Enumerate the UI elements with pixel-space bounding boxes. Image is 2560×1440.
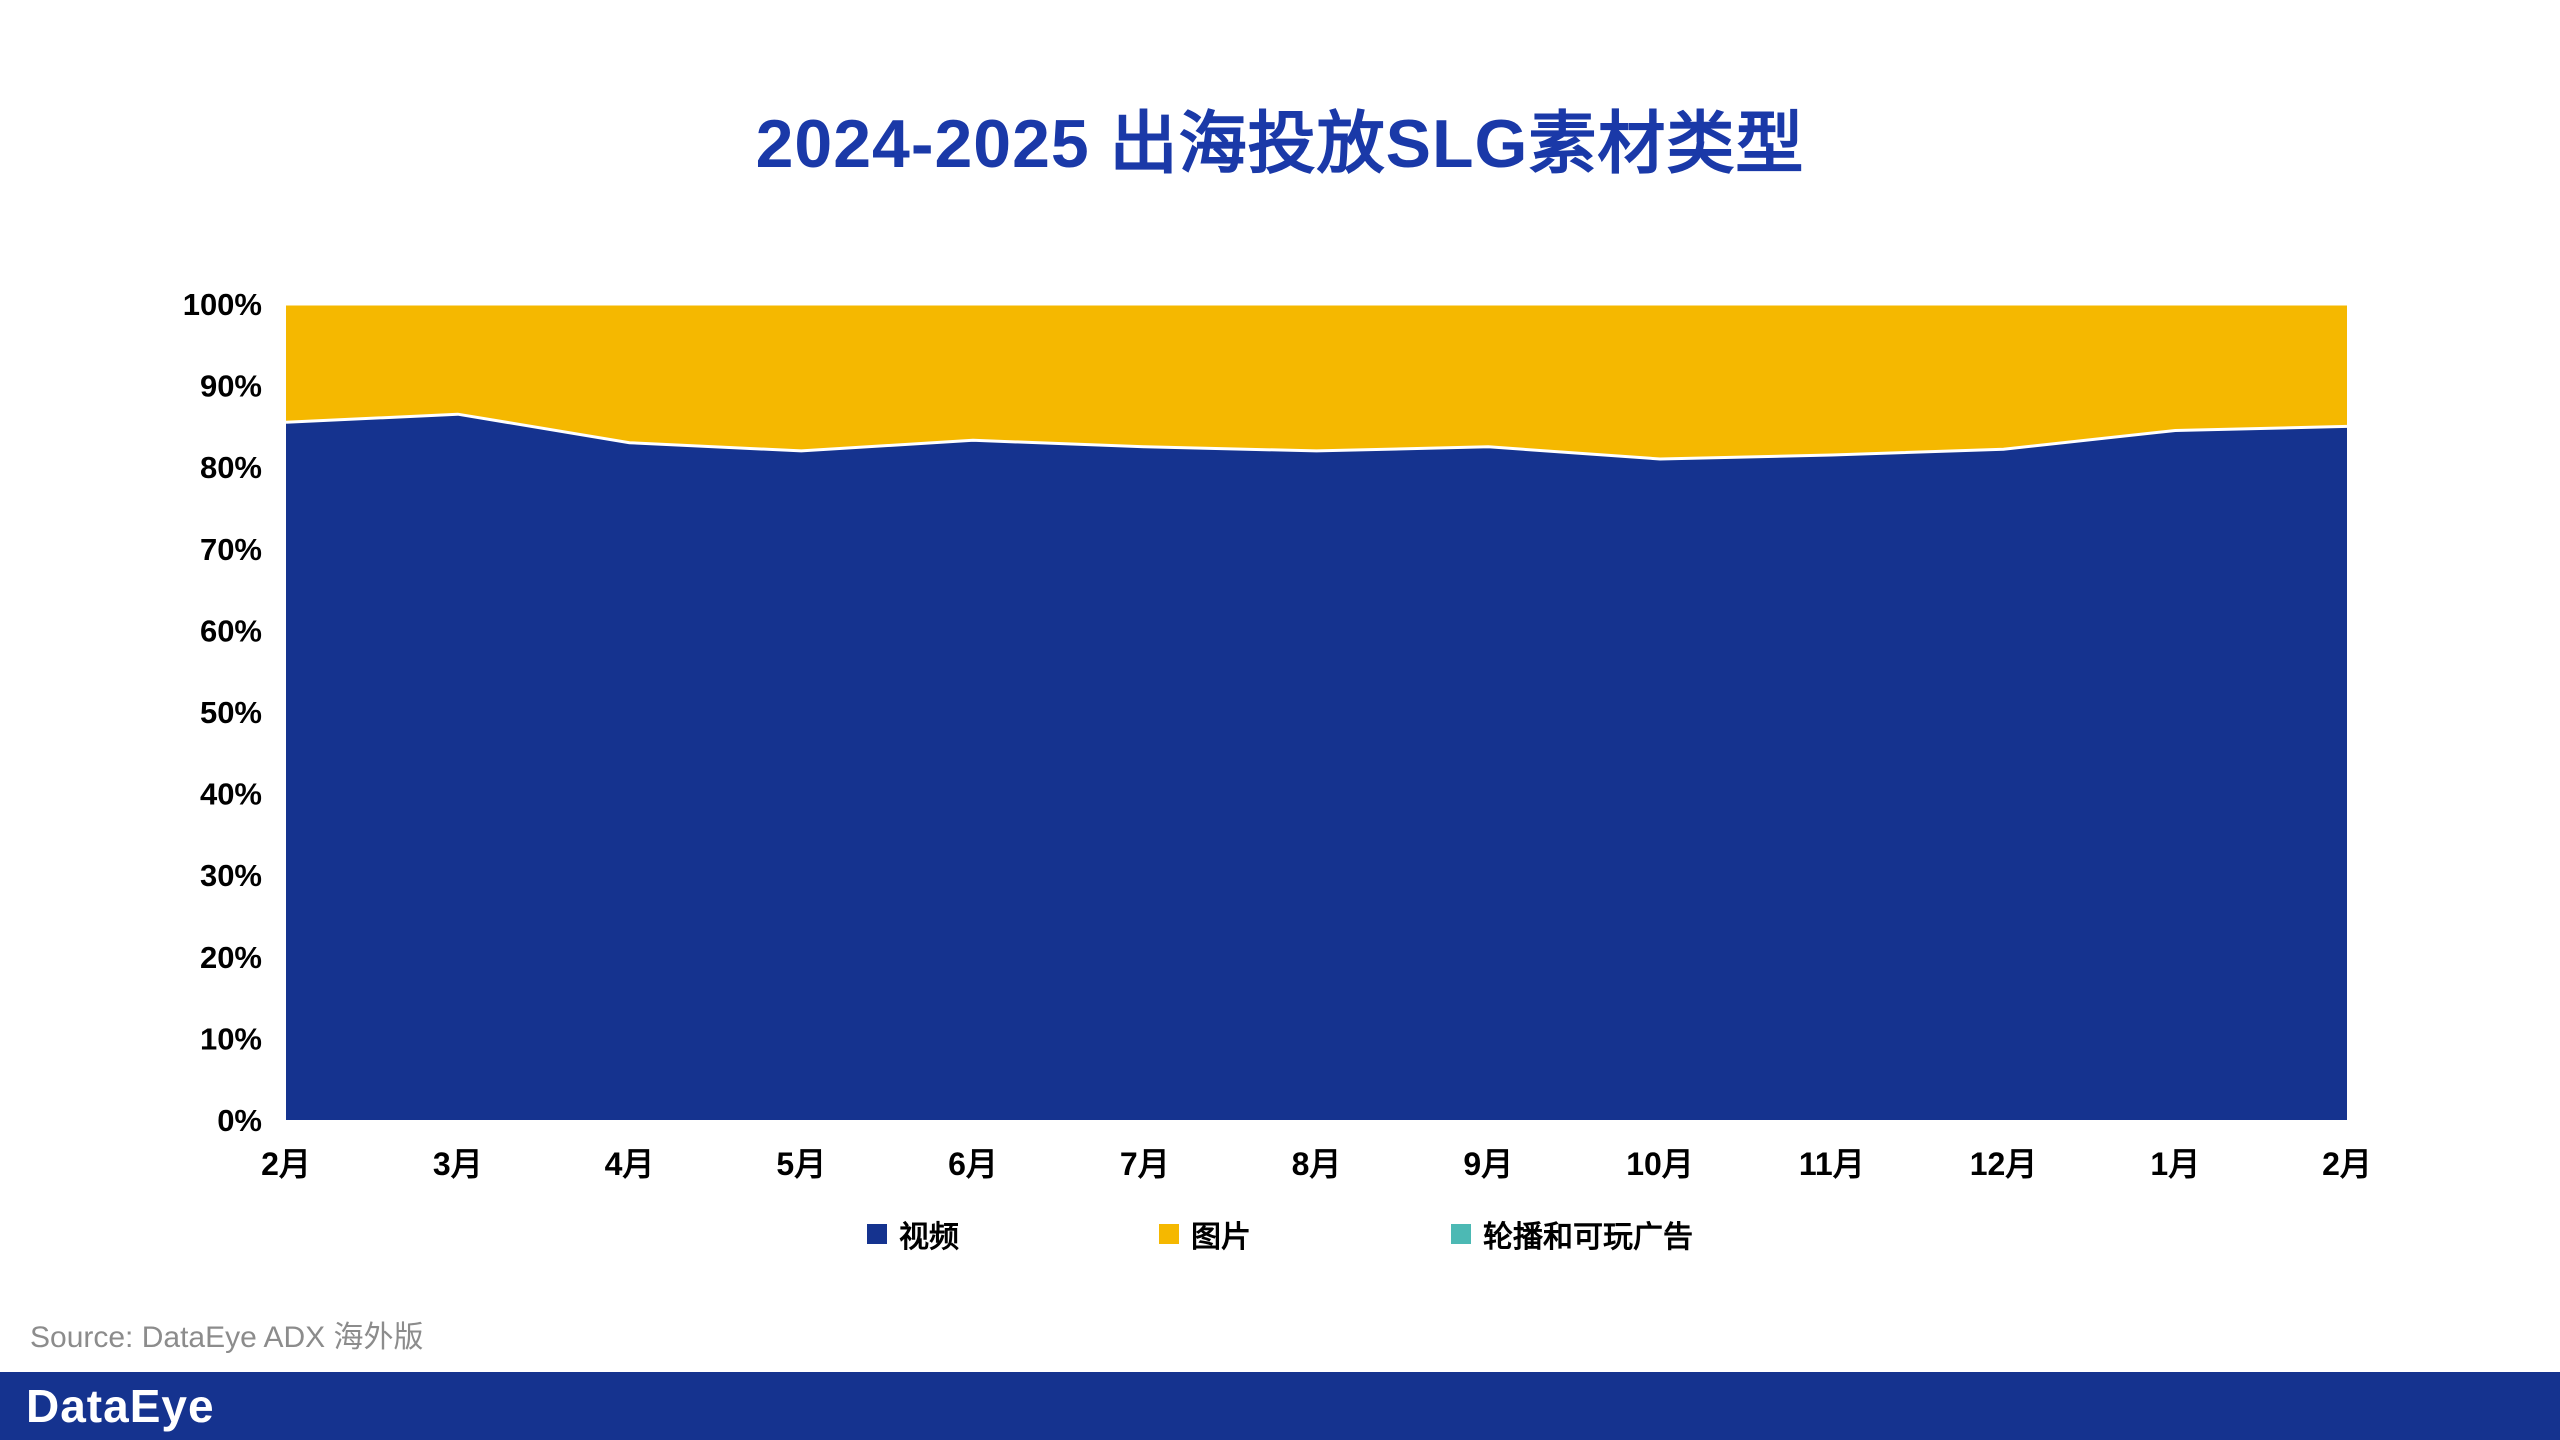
y-tick-label: 40% [200, 777, 262, 812]
x-tick-label: 5月 [776, 1146, 826, 1182]
legend-item-0: 视频 [867, 1212, 959, 1256]
legend-label: 图片 [1191, 1221, 1251, 1254]
x-tick-label: 12月 [1970, 1146, 2038, 1182]
x-tick-label: 11月 [1799, 1146, 1865, 1182]
y-tick-label: 90% [200, 369, 262, 404]
legend-swatch-icon [1159, 1224, 1179, 1244]
area-series-0 [286, 414, 2347, 1120]
legend-swatch-icon [867, 1224, 887, 1244]
y-tick-label: 10% [200, 1021, 262, 1056]
legend: 视频 图片 轮播和可玩广告 [0, 1212, 2560, 1256]
x-tick-label: 2月 [2322, 1146, 2372, 1182]
y-tick-label: 70% [200, 532, 262, 567]
series-boundary-line-0 [285, 412, 2348, 461]
legend-swatch-icon [1451, 1224, 1471, 1244]
x-tick-label: 1月 [2150, 1146, 2200, 1182]
x-tick-label: 3月 [433, 1146, 483, 1182]
y-tick-label: 80% [200, 450, 262, 485]
legend-item-2: 轮播和可玩广告 [1451, 1212, 1693, 1256]
legend-item-1: 图片 [1159, 1212, 1251, 1256]
y-tick-label: 20% [200, 940, 262, 975]
x-tick-label: 2月 [261, 1146, 311, 1182]
dataeye-logo: DataEye [26, 1380, 215, 1432]
legend-label: 视频 [899, 1221, 959, 1254]
y-tick-label: 50% [200, 695, 262, 730]
x-tick-label: 8月 [1292, 1146, 1342, 1182]
chart-title: 2024-2025 出海投放SLG素材类型 [755, 106, 1805, 182]
source-text: Source: DataEye ADX 海外版 [30, 1321, 424, 1354]
y-tick-label: 0% [217, 1103, 262, 1138]
x-tick-label: 7月 [1120, 1146, 1170, 1182]
y-tick-label: 100% [183, 287, 262, 322]
y-tick-label: 30% [200, 858, 262, 893]
chart-svg: 0% 10% 20% 30% 40% 50% 60% 70% 80% 90% 100% 2月 3月 4月 5… [183, 287, 2372, 1182]
y-tick-label: 60% [200, 613, 262, 648]
x-tick-label: 4月 [605, 1146, 655, 1182]
x-tick-label: 6月 [948, 1146, 998, 1182]
x-tick-label: 10月 [1626, 1146, 1694, 1182]
x-tick-label: 9月 [1463, 1146, 1513, 1182]
legend-label: 轮播和可玩广告 [1483, 1221, 1693, 1254]
footer-bar: DataEye [0, 1372, 2560, 1440]
